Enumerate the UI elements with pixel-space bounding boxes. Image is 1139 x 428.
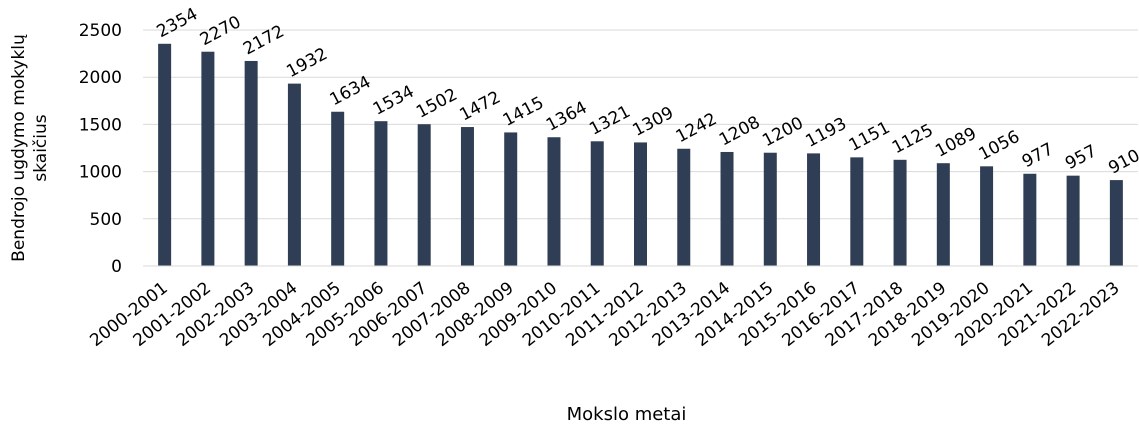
data-label: 1309 (629, 103, 677, 141)
bars (158, 43, 1123, 267)
bar (980, 166, 994, 266)
bar (1066, 175, 1080, 266)
bar (850, 157, 864, 266)
y-tick-label: 2000 (79, 68, 122, 88)
data-label: 1415 (500, 93, 548, 131)
data-label: 1321 (586, 102, 634, 140)
data-label: 1200 (759, 113, 807, 151)
data-label: 1364 (543, 98, 591, 136)
bar (1109, 180, 1123, 266)
data-label: 1634 (327, 72, 375, 110)
bar (720, 151, 734, 266)
x-axis-title: Mokslo metai (567, 404, 687, 425)
gridlines (143, 29, 1138, 220)
y-tick-label: 1000 (79, 163, 122, 183)
bar (1023, 173, 1037, 266)
data-label: 2270 (197, 12, 245, 50)
data-label: 1125 (889, 120, 937, 158)
data-label: 910 (1105, 146, 1139, 179)
y-axis-title-line-1: Bendrojo ugdymo mokyklų (9, 34, 29, 262)
data-label: 1151 (846, 118, 894, 156)
bar (763, 152, 777, 266)
y-axis-title-line-2: skaičius (31, 114, 51, 181)
data-label: 1208 (716, 112, 764, 150)
bar (893, 159, 907, 266)
data-label: 1472 (456, 87, 504, 125)
bar (374, 121, 388, 266)
data-label: 1502 (413, 85, 461, 123)
y-tick-label: 2500 (79, 21, 122, 41)
data-label: 1932 (283, 44, 331, 82)
bar (460, 127, 474, 266)
y-axis-ticks: 0 500 1000 1500 2000 2500 (79, 21, 122, 277)
bar (504, 132, 518, 266)
data-label: 2172 (240, 21, 288, 59)
data-label: 1242 (673, 109, 721, 147)
data-label: 1056 (976, 127, 1024, 165)
bar (287, 83, 301, 266)
bar (677, 148, 691, 266)
bar (244, 60, 258, 267)
y-tick-label: 500 (90, 210, 122, 230)
bar (417, 124, 431, 266)
data-label: 1534 (370, 82, 418, 120)
data-label: 2354 (154, 4, 202, 42)
y-tick-label: 1500 (79, 115, 122, 135)
data-label: 1193 (803, 114, 851, 152)
y-tick-label: 0 (111, 257, 122, 277)
data-label: 957 (1062, 141, 1100, 174)
bar (936, 163, 950, 266)
data-label: 1089 (932, 124, 980, 162)
bar (331, 111, 345, 266)
bar (807, 153, 821, 266)
bar (158, 43, 172, 267)
bar (547, 137, 561, 266)
x-axis-ticks: 2000-20012001-20022002-20032003-20042004… (86, 278, 1123, 351)
bar (590, 141, 604, 266)
bar (634, 142, 647, 266)
bar (201, 51, 215, 266)
data-label: 977 (1019, 139, 1057, 172)
